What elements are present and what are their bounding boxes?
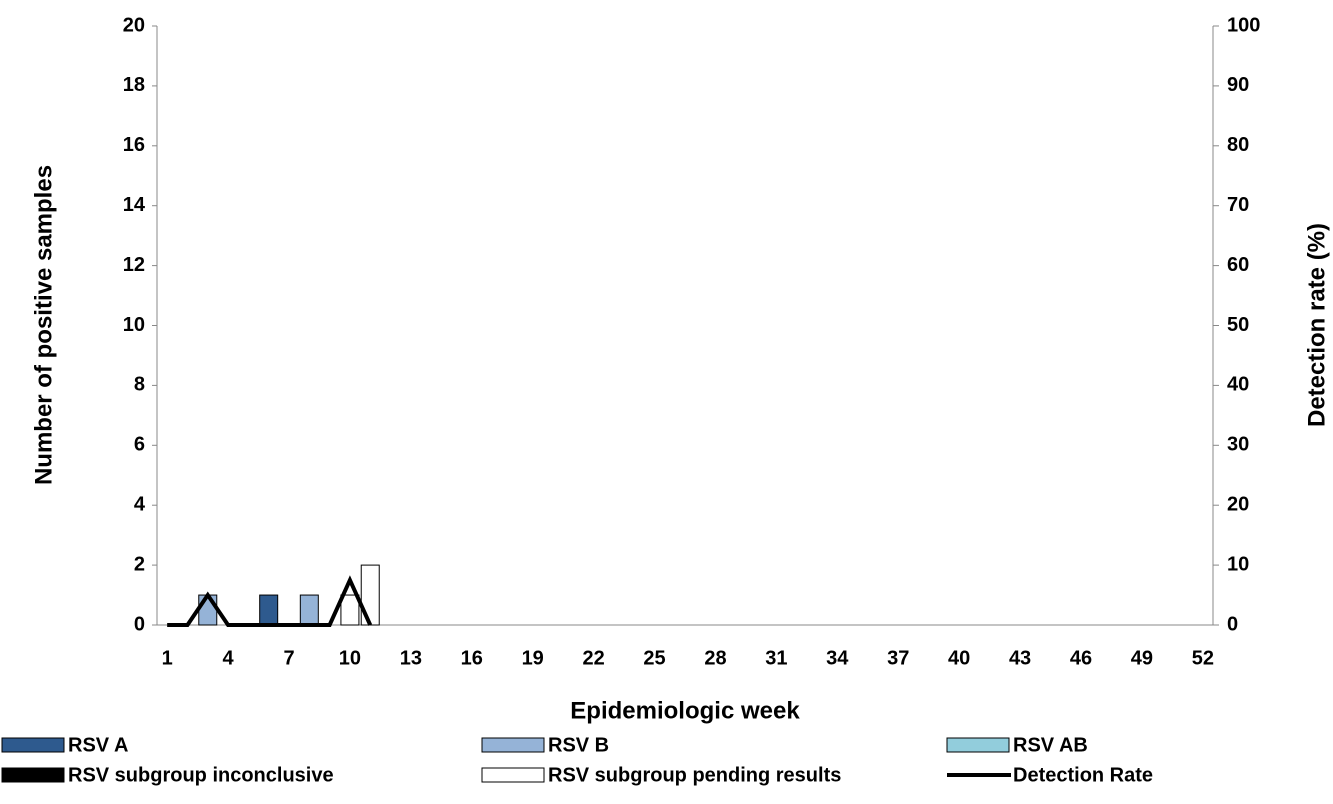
- x-tick-label: 28: [704, 647, 726, 669]
- x-tick-label: 1: [162, 647, 173, 669]
- x-tick-label: 7: [283, 647, 294, 669]
- bar: [259, 594, 279, 626]
- x-tick-label: 4: [223, 647, 235, 669]
- y2-tick-label: 20: [1227, 493, 1249, 515]
- legend-label: RSV A: [68, 734, 128, 756]
- y-tick-label: 10: [123, 314, 145, 336]
- y2-tick-label: 60: [1227, 254, 1249, 276]
- y2-tick-label: 40: [1227, 374, 1249, 396]
- y-tick-label: 14: [123, 194, 146, 216]
- legend-label: RSV subgroup pending results: [548, 764, 841, 786]
- y2-tick-label: 100: [1227, 14, 1260, 36]
- bar: [299, 594, 319, 626]
- x-tick-label: 52: [1192, 647, 1214, 669]
- legend-swatch: [481, 767, 545, 783]
- x-tick-label: 46: [1070, 647, 1092, 669]
- x-tick-label: 13: [400, 647, 422, 669]
- x-tick-label: 31: [765, 647, 787, 669]
- bar: [198, 594, 218, 626]
- x-tick-label: 40: [948, 647, 970, 669]
- x-tick-label: 49: [1131, 647, 1153, 669]
- legend-swatch: [1, 737, 65, 753]
- line: [167, 575, 373, 627]
- x-tick-label: 37: [887, 647, 909, 669]
- y2-tick-label: 80: [1227, 134, 1249, 156]
- legend-swatch: [946, 737, 1010, 753]
- x-tick-label: 16: [461, 647, 483, 669]
- bar: [360, 564, 380, 626]
- y2-tick-label: 0: [1227, 613, 1238, 635]
- y-tick-label: 8: [134, 374, 145, 396]
- legend-swatch: [1, 767, 65, 783]
- x-tick-label: 22: [582, 647, 604, 669]
- y-tick-label: 12: [123, 254, 145, 276]
- y-tick-label: 6: [134, 434, 145, 456]
- y2-tick-label: 90: [1227, 74, 1249, 96]
- y2-tick-label: 70: [1227, 194, 1249, 216]
- y2-axis-title: Detection rate (%): [1303, 223, 1330, 427]
- x-tick-label: 43: [1009, 647, 1031, 669]
- y2-tick-label: 10: [1227, 553, 1249, 575]
- bar: [340, 594, 360, 626]
- legend-label: RSV AB: [1013, 734, 1088, 756]
- x-tick-label: 19: [522, 647, 544, 669]
- y2-tick-label: 30: [1227, 434, 1249, 456]
- x-tick-label: 34: [826, 647, 849, 669]
- x-tick-label: 25: [643, 647, 665, 669]
- y2-tick-label: 50: [1227, 314, 1249, 336]
- y-tick-label: 2: [134, 553, 145, 575]
- legend-label: RSV subgroup inconclusive: [68, 764, 334, 786]
- y-tick-label: 18: [123, 74, 145, 96]
- x-axis-title: Epidemiologic week: [570, 697, 800, 724]
- legend-label: RSV B: [548, 734, 609, 756]
- legend-swatch: [481, 737, 545, 753]
- y-tick-label: 20: [123, 14, 145, 36]
- y-tick-label: 4: [134, 493, 146, 515]
- y-tick-label: 0: [134, 613, 145, 635]
- x-tick-label: 10: [339, 647, 361, 669]
- legend-label: Detection Rate: [1013, 764, 1153, 786]
- y-tick-label: 16: [123, 134, 145, 156]
- y-axis-title: Number of positive samples: [30, 165, 57, 485]
